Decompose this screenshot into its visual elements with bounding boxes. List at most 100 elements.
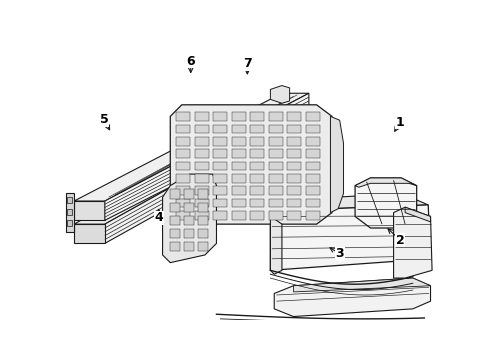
Polygon shape bbox=[306, 125, 319, 133]
Polygon shape bbox=[306, 162, 319, 170]
Polygon shape bbox=[306, 186, 319, 195]
Polygon shape bbox=[176, 186, 190, 195]
Polygon shape bbox=[74, 132, 270, 224]
Polygon shape bbox=[270, 86, 290, 103]
Polygon shape bbox=[269, 125, 283, 133]
Polygon shape bbox=[176, 174, 190, 183]
Polygon shape bbox=[195, 149, 209, 158]
Polygon shape bbox=[198, 189, 208, 199]
Polygon shape bbox=[287, 199, 301, 207]
Polygon shape bbox=[306, 199, 319, 207]
Polygon shape bbox=[67, 209, 73, 215]
Polygon shape bbox=[195, 186, 209, 195]
Text: 4: 4 bbox=[154, 211, 163, 224]
Polygon shape bbox=[330, 116, 343, 213]
Polygon shape bbox=[306, 137, 319, 145]
Polygon shape bbox=[306, 149, 319, 158]
Polygon shape bbox=[250, 162, 264, 170]
Polygon shape bbox=[198, 216, 208, 225]
Polygon shape bbox=[269, 174, 283, 183]
Polygon shape bbox=[287, 149, 301, 158]
Polygon shape bbox=[171, 105, 332, 224]
Polygon shape bbox=[393, 207, 432, 278]
Polygon shape bbox=[232, 125, 245, 133]
Polygon shape bbox=[74, 93, 309, 201]
Polygon shape bbox=[171, 203, 180, 212]
Polygon shape bbox=[287, 174, 301, 183]
Polygon shape bbox=[269, 149, 283, 158]
Polygon shape bbox=[184, 216, 194, 225]
Polygon shape bbox=[250, 186, 264, 195]
Polygon shape bbox=[232, 186, 245, 195]
Polygon shape bbox=[214, 125, 227, 133]
Polygon shape bbox=[405, 207, 431, 222]
Polygon shape bbox=[176, 149, 190, 158]
Polygon shape bbox=[176, 112, 190, 121]
Polygon shape bbox=[250, 149, 264, 158]
Polygon shape bbox=[171, 189, 180, 199]
Polygon shape bbox=[269, 162, 283, 170]
Polygon shape bbox=[171, 229, 180, 238]
Polygon shape bbox=[274, 278, 431, 316]
Polygon shape bbox=[67, 220, 73, 226]
Polygon shape bbox=[214, 199, 227, 207]
Polygon shape bbox=[287, 125, 301, 133]
Polygon shape bbox=[294, 278, 431, 292]
Polygon shape bbox=[195, 211, 209, 220]
Polygon shape bbox=[195, 174, 209, 183]
Polygon shape bbox=[287, 211, 301, 220]
Polygon shape bbox=[171, 242, 180, 251]
Polygon shape bbox=[214, 186, 227, 195]
Polygon shape bbox=[176, 125, 190, 133]
Polygon shape bbox=[355, 178, 416, 187]
Polygon shape bbox=[232, 137, 245, 145]
Polygon shape bbox=[287, 137, 301, 145]
Polygon shape bbox=[232, 199, 245, 207]
Polygon shape bbox=[250, 211, 264, 220]
Polygon shape bbox=[214, 174, 227, 183]
Polygon shape bbox=[66, 193, 74, 232]
Polygon shape bbox=[269, 137, 283, 145]
Text: 1: 1 bbox=[396, 116, 405, 129]
Polygon shape bbox=[250, 137, 264, 145]
Polygon shape bbox=[163, 174, 217, 263]
Polygon shape bbox=[355, 178, 416, 228]
Polygon shape bbox=[176, 211, 190, 220]
Polygon shape bbox=[269, 199, 283, 207]
Polygon shape bbox=[195, 199, 209, 207]
Polygon shape bbox=[250, 199, 264, 207]
Polygon shape bbox=[105, 93, 309, 220]
Polygon shape bbox=[74, 224, 105, 243]
Polygon shape bbox=[214, 149, 227, 158]
Polygon shape bbox=[250, 174, 264, 183]
Polygon shape bbox=[198, 203, 208, 212]
Polygon shape bbox=[184, 189, 194, 199]
Polygon shape bbox=[171, 216, 180, 225]
Polygon shape bbox=[287, 186, 301, 195]
Polygon shape bbox=[250, 112, 264, 121]
Polygon shape bbox=[198, 242, 208, 251]
Polygon shape bbox=[195, 125, 209, 133]
Text: 2: 2 bbox=[396, 234, 405, 247]
Polygon shape bbox=[176, 162, 190, 170]
Text: 5: 5 bbox=[99, 113, 108, 126]
Polygon shape bbox=[232, 211, 245, 220]
Polygon shape bbox=[184, 203, 194, 212]
Polygon shape bbox=[250, 125, 264, 133]
Polygon shape bbox=[306, 211, 319, 220]
Polygon shape bbox=[232, 174, 245, 183]
Polygon shape bbox=[269, 112, 283, 121]
Polygon shape bbox=[306, 174, 319, 183]
Polygon shape bbox=[105, 132, 270, 243]
Polygon shape bbox=[232, 112, 245, 121]
Polygon shape bbox=[74, 201, 105, 220]
Polygon shape bbox=[67, 197, 73, 203]
Polygon shape bbox=[287, 162, 301, 170]
Polygon shape bbox=[195, 112, 209, 121]
Text: 3: 3 bbox=[336, 247, 344, 260]
Polygon shape bbox=[232, 162, 245, 170]
Polygon shape bbox=[184, 242, 194, 251]
Polygon shape bbox=[232, 149, 245, 158]
Polygon shape bbox=[306, 112, 319, 121]
Polygon shape bbox=[214, 137, 227, 145]
